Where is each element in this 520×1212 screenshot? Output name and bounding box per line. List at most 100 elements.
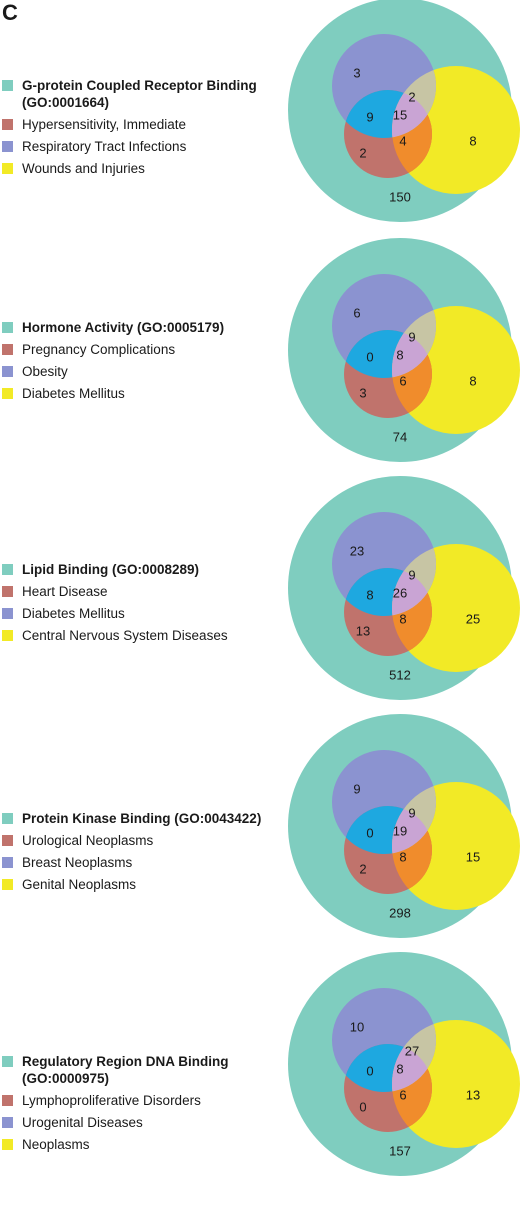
legend-label: Urogenital Diseases [22, 1115, 143, 1130]
legend-swatch [2, 879, 13, 890]
legend: G-protein Coupled Receptor Binding (GO:0… [0, 77, 290, 182]
legend-label: Breast Neoplasms [22, 855, 133, 870]
legend-swatch [2, 388, 13, 399]
count-abc: 15 [393, 107, 407, 122]
count-b-only: 10 [350, 1019, 364, 1034]
venn-panel: Protein Kinase Binding (GO:0043422) Urolo… [0, 714, 520, 946]
legend-label: Neoplasms [22, 1137, 90, 1152]
legend-label: Genital Neoplasms [22, 877, 137, 892]
legend-swatch [2, 835, 13, 846]
count-outer: 157 [389, 1143, 411, 1158]
legend-item: Hypersensitivity, Immediate [0, 116, 290, 133]
legend-swatch [2, 163, 13, 174]
legend-label: Lipid Binding (GO:0008289) [22, 562, 200, 577]
legend-item: Lymphoproliferative Disorders [0, 1092, 290, 1109]
legend-swatch [2, 1056, 13, 1067]
legend-label: Urological Neoplasms [22, 833, 154, 848]
legend: Lipid Binding (GO:0008289) Heart Disease D… [0, 561, 290, 649]
legend: Hormone Activity (GO:0005179) Pregnancy C… [0, 319, 290, 407]
count-ab: 0 [366, 349, 373, 364]
legend-label: Central Nervous System Diseases [22, 628, 228, 643]
legend-label: Heart Disease [22, 584, 108, 599]
legend-swatch [2, 322, 13, 333]
panel-label: C [2, 0, 18, 25]
legend-label: Lymphoproliferative Disorders [22, 1093, 201, 1108]
legend-swatch [2, 80, 13, 91]
bc-overlap [392, 782, 436, 854]
count-bc: 9 [408, 567, 415, 582]
legend-swatch [2, 366, 13, 377]
venn-panel: G-protein Coupled Receptor Binding (GO:0… [0, 0, 520, 230]
legend-item: G-protein Coupled Receptor Binding (GO:0… [0, 77, 290, 111]
legend-label: Regulatory Region DNA Binding (GO:000097… [22, 1054, 229, 1086]
legend-swatch [2, 813, 13, 824]
count-abc: 8 [396, 347, 403, 362]
bc-overlap [392, 1020, 436, 1092]
count-c-only: 8 [469, 373, 476, 388]
legend-label: Diabetes Mellitus [22, 606, 125, 621]
venn-panel: Regulatory Region DNA Binding (GO:000097… [0, 952, 520, 1184]
count-a-only: 2 [359, 145, 366, 160]
legend-label: Respiratory Tract Infections [22, 139, 187, 154]
count-ab: 8 [366, 587, 373, 602]
legend-swatch [2, 630, 13, 641]
legend-item: Pregnancy Complications [0, 341, 290, 358]
legend-swatch [2, 344, 13, 355]
count-ac: 8 [399, 849, 406, 864]
count-abc: 26 [393, 585, 407, 600]
legend-label: Obesity [22, 364, 68, 379]
legend-item: Hormone Activity (GO:0005179) [0, 319, 290, 336]
legend-item: Breast Neoplasms [0, 854, 290, 871]
legend: Regulatory Region DNA Binding (GO:000097… [0, 1053, 290, 1158]
count-ab: 0 [366, 1063, 373, 1078]
bc-overlap [392, 66, 436, 138]
count-b-only: 9 [353, 781, 360, 796]
count-ab: 9 [366, 109, 373, 124]
count-c-only: 25 [466, 611, 480, 626]
legend-item: Wounds and Injuries [0, 160, 290, 177]
legend-swatch [2, 608, 13, 619]
count-c-only: 13 [466, 1087, 480, 1102]
legend-item: Genital Neoplasms [0, 876, 290, 893]
legend-item: Lipid Binding (GO:0008289) [0, 561, 290, 578]
count-b-only: 6 [353, 305, 360, 320]
legend-swatch [2, 857, 13, 868]
legend-item: Regulatory Region DNA Binding (GO:000097… [0, 1053, 290, 1087]
count-c-only: 15 [466, 849, 480, 864]
count-bc: 2 [408, 89, 415, 104]
legend-item: Neoplasms [0, 1136, 290, 1153]
legend-swatch [2, 141, 13, 152]
legend-swatch [2, 564, 13, 575]
count-ac: 6 [399, 373, 406, 388]
legend-label: Pregnancy Complications [22, 342, 176, 357]
legend: Protein Kinase Binding (GO:0043422) Urolo… [0, 810, 290, 898]
legend-item: Protein Kinase Binding (GO:0043422) [0, 810, 290, 827]
legend-swatch [2, 586, 13, 597]
count-abc: 19 [393, 823, 407, 838]
legend-swatch [2, 1139, 13, 1150]
legend-label: G-protein Coupled Receptor Binding (GO:0… [22, 78, 257, 110]
count-bc: 9 [408, 805, 415, 820]
count-ab: 0 [366, 825, 373, 840]
venn-panel: Hormone Activity (GO:0005179) Pregnancy C… [0, 238, 520, 470]
legend-label: Diabetes Mellitus [22, 386, 125, 401]
legend-item: Urogenital Diseases [0, 1114, 290, 1131]
legend-item: Central Nervous System Diseases [0, 627, 290, 644]
legend-item: Heart Disease [0, 583, 290, 600]
venn-diagram: 10 278 0 6 0 13 157 [288, 952, 520, 1176]
count-b-only: 3 [353, 65, 360, 80]
count-outer: 298 [389, 905, 411, 920]
legend-label: Wounds and Injuries [22, 161, 145, 176]
venn-panel: Lipid Binding (GO:0008289) Heart Disease D… [0, 476, 520, 708]
bc-overlap [392, 306, 436, 378]
count-ac: 8 [399, 611, 406, 626]
count-outer: 74 [393, 429, 407, 444]
count-a-only: 3 [359, 385, 366, 400]
legend-swatch [2, 1117, 13, 1128]
count-a-only: 0 [359, 1099, 366, 1114]
count-a-only: 13 [356, 623, 370, 638]
legend-swatch [2, 119, 13, 130]
count-ac: 4 [399, 133, 406, 148]
legend-label: Hypersensitivity, Immediate [22, 117, 187, 132]
